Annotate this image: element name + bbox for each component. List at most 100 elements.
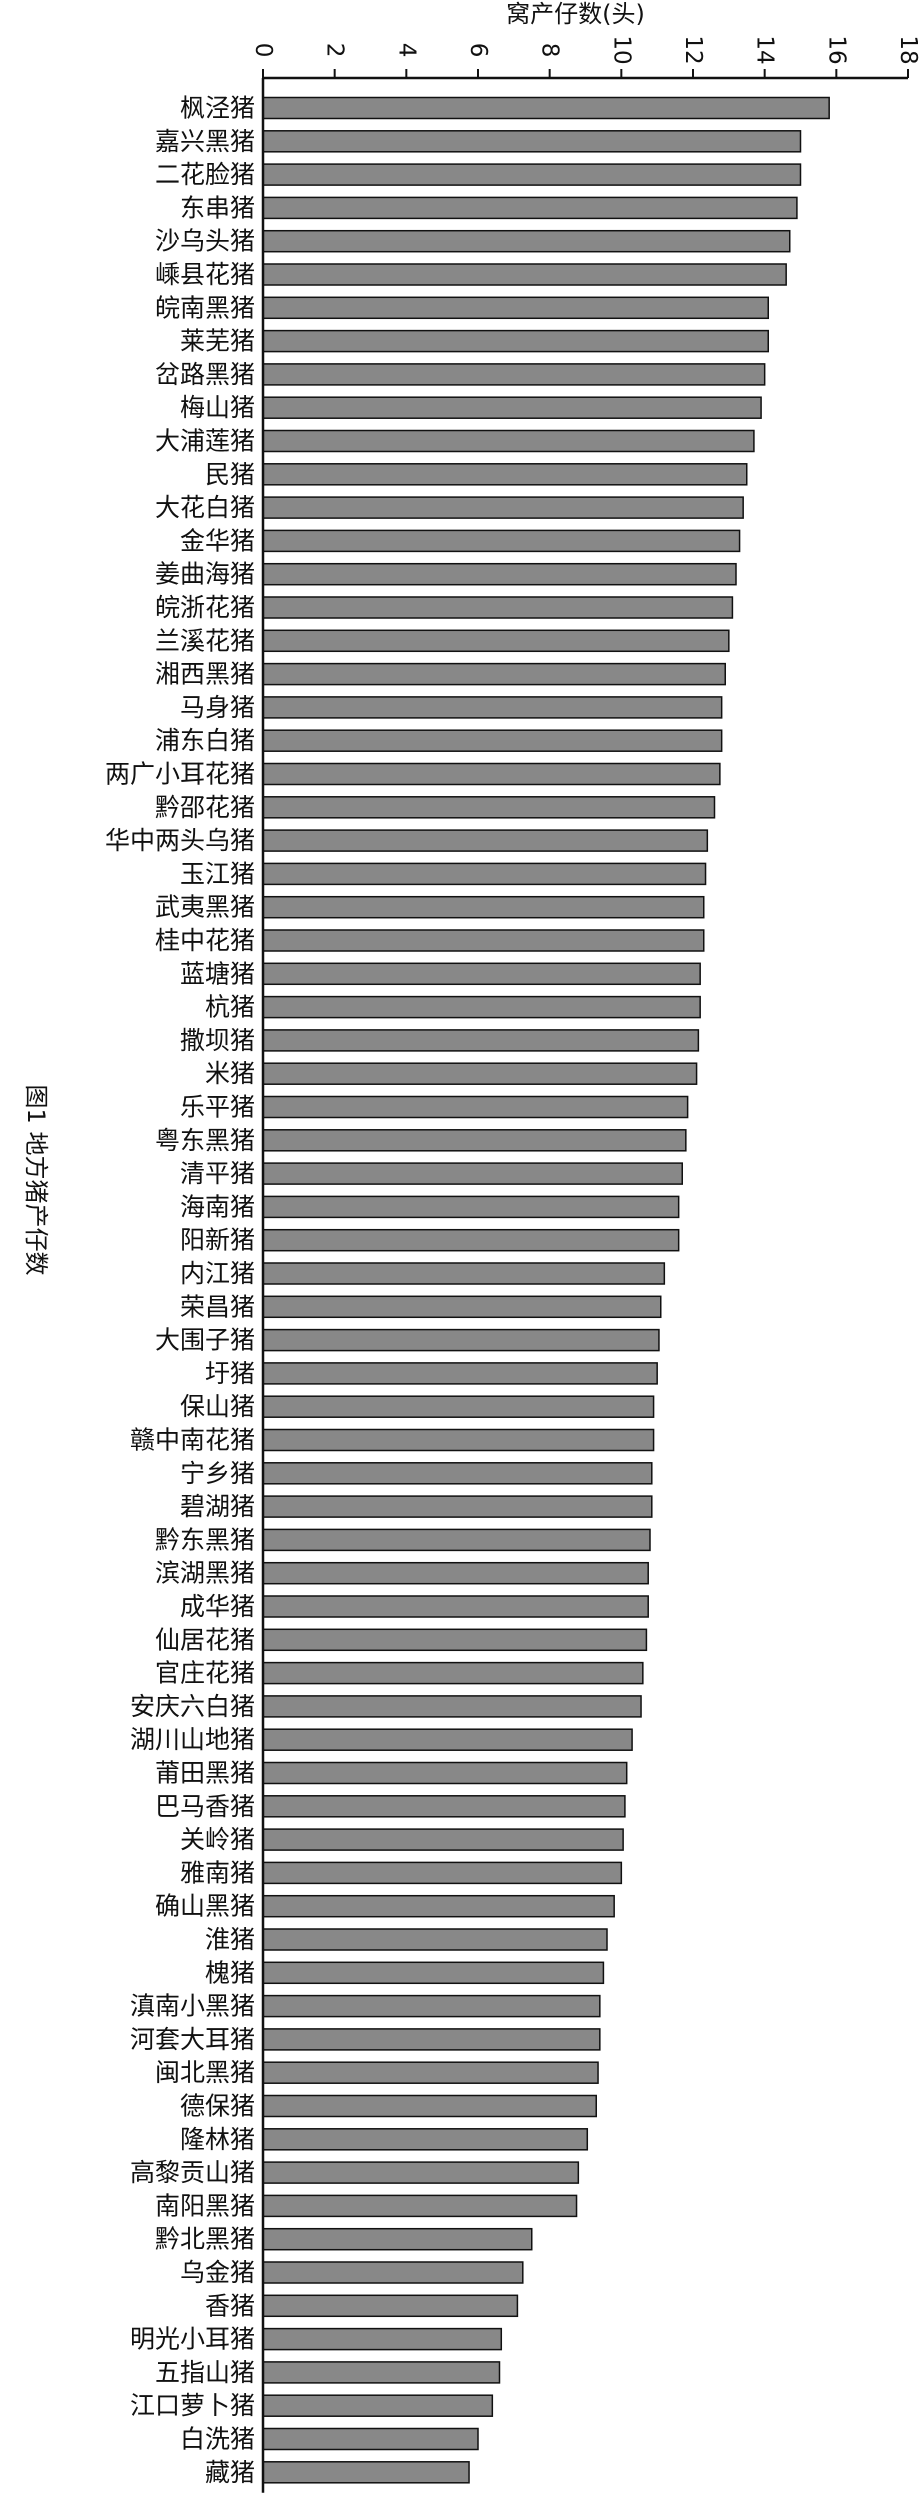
category-label: 嘉兴黑猪 (155, 127, 255, 156)
category-label: 圩猪 (205, 1359, 255, 1388)
category-label: 兰溪花猪 (155, 626, 255, 655)
bar (262, 1495, 653, 1518)
bar (262, 96, 830, 120)
bar (262, 729, 723, 752)
bar (262, 363, 766, 386)
category-label: 内江猪 (180, 1259, 255, 1288)
category-label: 沙乌头猪 (155, 227, 255, 256)
category-label: 桂中花猪 (155, 926, 255, 955)
bar (262, 1828, 624, 1851)
bar (262, 1428, 655, 1452)
category-label: 确山黑猪 (155, 1892, 255, 1921)
category-label: 滇南小黑猪 (130, 1992, 255, 2021)
category-label: 姜曲海猪 (155, 560, 255, 589)
bar (262, 862, 707, 886)
x-tick-label: 14 (752, 35, 778, 64)
category-label: 大浦莲猪 (155, 427, 255, 456)
category-label: 皖南黑猪 (155, 293, 255, 322)
bar (262, 1195, 680, 1219)
category-label: 马身猪 (180, 693, 255, 722)
bar (262, 1029, 700, 1052)
x-axis-ticks: 0 2 4 6 8 10 12 14 16 18 (250, 35, 921, 78)
category-label: 玉江猪 (180, 859, 255, 888)
x-tick-label: 16 (823, 35, 849, 64)
bar (262, 329, 769, 353)
bar (262, 2394, 494, 2417)
bar (262, 496, 744, 519)
bar (262, 962, 701, 986)
category-label: 仙居花猪 (155, 1625, 255, 1654)
bar (262, 130, 802, 153)
category-label: 大围子猪 (155, 1326, 255, 1355)
category-label: 黔邵花猪 (155, 793, 255, 822)
bar (262, 596, 734, 619)
category-label: 清平猪 (180, 1159, 255, 1188)
category-label: 蓝塘猪 (180, 959, 255, 988)
category-label: 阳新猪 (180, 1226, 255, 1255)
category-label: 民猪 (205, 460, 255, 489)
bar (262, 2194, 578, 2218)
bar (262, 396, 762, 419)
category-label: 东串猪 (180, 193, 255, 222)
bar (262, 1795, 626, 1818)
bar (262, 2294, 519, 2318)
category-label: 河套大耳猪 (130, 2025, 255, 2054)
category-label: 莱芜猪 (180, 327, 255, 356)
bar (262, 1561, 649, 1585)
bar (262, 829, 709, 852)
category-label: 乐平猪 (180, 1093, 255, 1122)
category-label: 明光小耳猪 (130, 2325, 255, 2354)
category-label: 关岭猪 (180, 1825, 255, 1854)
category-label: 保山猪 (180, 1392, 255, 1421)
category-label: 莆田黑猪 (155, 1759, 255, 1788)
bar (262, 1228, 680, 1252)
x-tick-label: 12 (680, 35, 706, 64)
category-label: 香猪 (205, 2291, 255, 2320)
bars-group (262, 96, 830, 2484)
category-label: 皖浙花猪 (155, 593, 255, 622)
bar (262, 696, 723, 719)
bar (262, 629, 730, 653)
category-label: 官庄花猪 (155, 1659, 255, 1688)
bar (262, 229, 791, 253)
x-axis-title: 窝产仔数(头) (506, 0, 645, 28)
category-label: 淮猪 (205, 1925, 255, 1954)
category-label: 杭猪 (205, 993, 255, 1022)
bar (262, 2028, 601, 2051)
category-label: 岔路黑猪 (155, 360, 255, 389)
category-label: 碧湖猪 (180, 1492, 255, 1521)
category-label: 南阳黑猪 (155, 2191, 255, 2220)
bar (262, 2094, 597, 2118)
category-label: 撒坝猪 (180, 1026, 255, 1055)
x-tick-label: 0 (250, 43, 276, 58)
bar (262, 1129, 687, 1152)
bar (262, 995, 701, 1019)
category-label: 宁乡猪 (180, 1459, 255, 1488)
category-label: 湘西黑猪 (155, 660, 255, 689)
bar (262, 929, 705, 952)
category-label: 江口萝卜猪 (130, 2391, 255, 2420)
category-label: 嵊县花猪 (155, 260, 255, 289)
category-label: 华中两头乌猪 (105, 826, 255, 855)
bar (262, 2161, 580, 2184)
category-label: 藏猪 (205, 2458, 255, 2487)
bar (262, 1295, 662, 1319)
category-label: 白洗猪 (180, 2425, 255, 2454)
bar (262, 1728, 633, 1751)
bar (262, 463, 748, 486)
category-label: 雅南猪 (180, 1858, 255, 1887)
bar (262, 2461, 470, 2484)
category-label: 黔北黑猪 (155, 2225, 255, 2254)
x-tick-label: 4 (393, 43, 419, 58)
bar (262, 1595, 649, 1618)
bar (262, 2261, 524, 2284)
bar (262, 1062, 698, 1085)
category-label: 黔东黑猪 (155, 1525, 255, 1554)
bar (262, 296, 769, 320)
category-label: 米猪 (205, 1059, 255, 1088)
bar (262, 1328, 660, 1352)
x-tick-label: 8 (537, 43, 563, 58)
bar (262, 1928, 608, 1951)
bar (262, 1961, 605, 1985)
bar (262, 1861, 623, 1885)
